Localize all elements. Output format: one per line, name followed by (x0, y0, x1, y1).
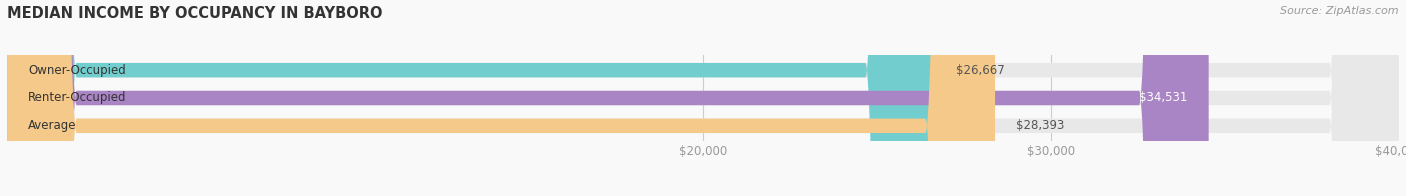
Text: Owner-Occupied: Owner-Occupied (28, 64, 125, 77)
FancyBboxPatch shape (7, 0, 1399, 196)
Text: Average: Average (28, 119, 76, 132)
FancyBboxPatch shape (7, 0, 1399, 196)
Text: Source: ZipAtlas.com: Source: ZipAtlas.com (1281, 6, 1399, 16)
FancyBboxPatch shape (7, 0, 935, 196)
FancyBboxPatch shape (7, 0, 1399, 196)
Text: $28,393: $28,393 (1017, 119, 1064, 132)
Text: Renter-Occupied: Renter-Occupied (28, 92, 127, 104)
Text: $34,531: $34,531 (1139, 92, 1188, 104)
FancyBboxPatch shape (7, 0, 995, 196)
FancyBboxPatch shape (7, 0, 1209, 196)
Text: MEDIAN INCOME BY OCCUPANCY IN BAYBORO: MEDIAN INCOME BY OCCUPANCY IN BAYBORO (7, 6, 382, 21)
Text: $26,667: $26,667 (956, 64, 1005, 77)
